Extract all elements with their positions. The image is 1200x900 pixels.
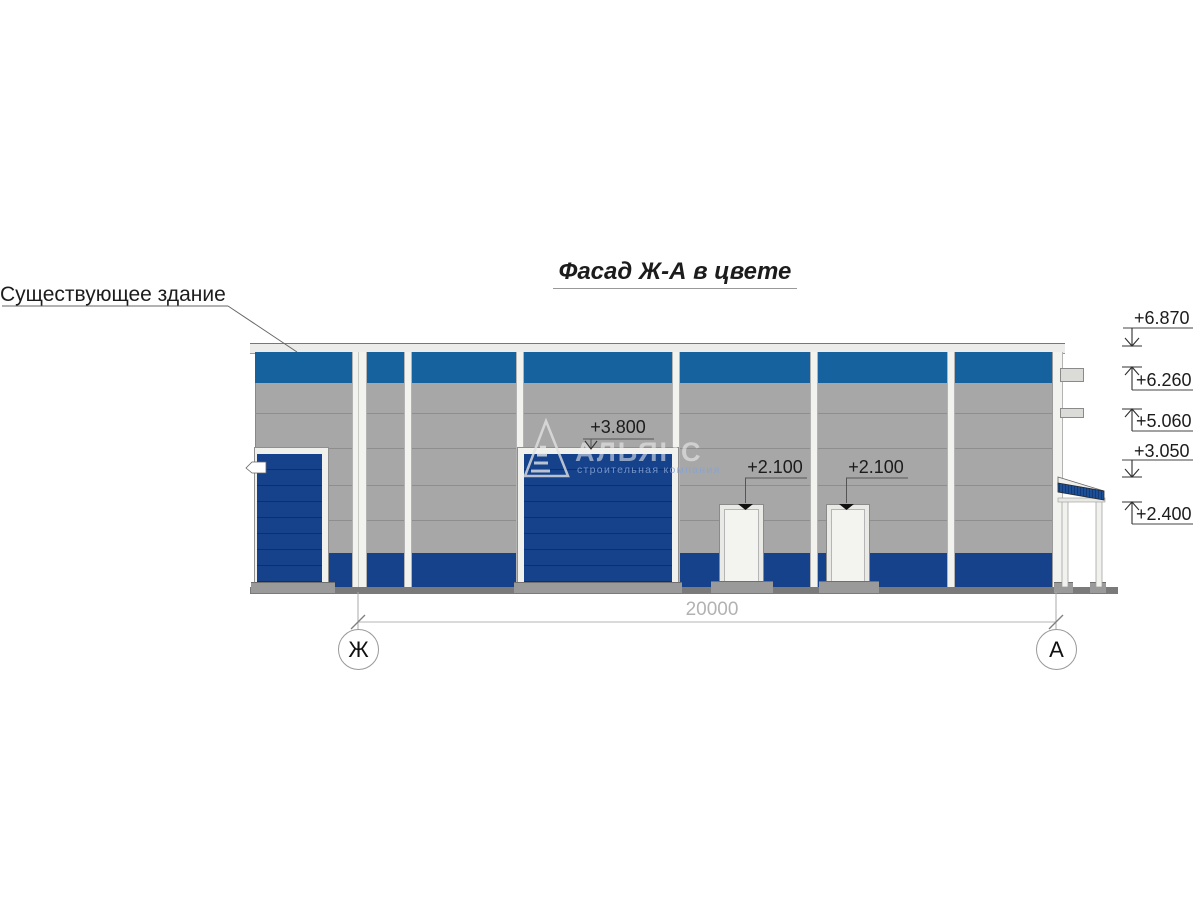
axis-bubble-a: А	[1036, 629, 1077, 670]
elevation-mark-label: +5.060	[1136, 411, 1192, 431]
entrance-door-1	[719, 504, 764, 588]
door1-level-label: +2.100	[747, 457, 803, 477]
canopy-post-base	[1054, 582, 1073, 593]
axis-bubble-zh: Ж	[338, 629, 379, 670]
elevation-mark-label: +6.870	[1134, 308, 1190, 328]
pilaster	[947, 352, 955, 587]
watermark-tagline-text: строительная компания	[577, 464, 721, 476]
door2-threshold	[819, 581, 879, 593]
canopy-beam	[1057, 497, 1106, 503]
sectional-gate-left	[254, 447, 329, 588]
gate1-threshold	[251, 582, 335, 593]
dimension-tick	[350, 614, 366, 630]
gate2-threshold	[514, 582, 682, 593]
existing-building-label: Существующее здание	[0, 283, 226, 306]
door-leaf	[724, 509, 759, 587]
door2-level-label: +2.100	[848, 457, 904, 477]
wall-bracket-upper	[1060, 368, 1084, 382]
pilaster-axis-zh	[352, 352, 367, 587]
pilaster	[404, 352, 412, 587]
door1-threshold	[711, 581, 773, 593]
door-leaf	[831, 509, 865, 587]
panel-joint-line	[255, 413, 1060, 414]
elevation-mark-label: +6.260	[1136, 370, 1192, 390]
ground-line	[250, 587, 1118, 594]
wall-bracket-lower	[1060, 408, 1084, 418]
pilaster-axis-a	[1052, 352, 1063, 587]
dimension-tick	[1048, 614, 1064, 630]
entrance-door-2	[826, 504, 870, 588]
drawing-title: Фасад Ж-А в цвете	[553, 260, 797, 289]
pilaster	[810, 352, 818, 587]
dimension-label: 20000	[685, 599, 739, 620]
elevation-mark-label: +2.400	[1136, 504, 1192, 524]
gate-leaf	[257, 454, 322, 587]
gate-level-label: +3.800	[590, 417, 646, 437]
canopy-roof-top	[1057, 476, 1105, 492]
canopy-post	[1095, 499, 1103, 588]
elevation-mark-label: +3.050	[1134, 441, 1190, 461]
canopy-fascia	[1057, 482, 1105, 501]
canopy-post-base	[1090, 582, 1106, 593]
top-blue-band	[255, 352, 1060, 383]
